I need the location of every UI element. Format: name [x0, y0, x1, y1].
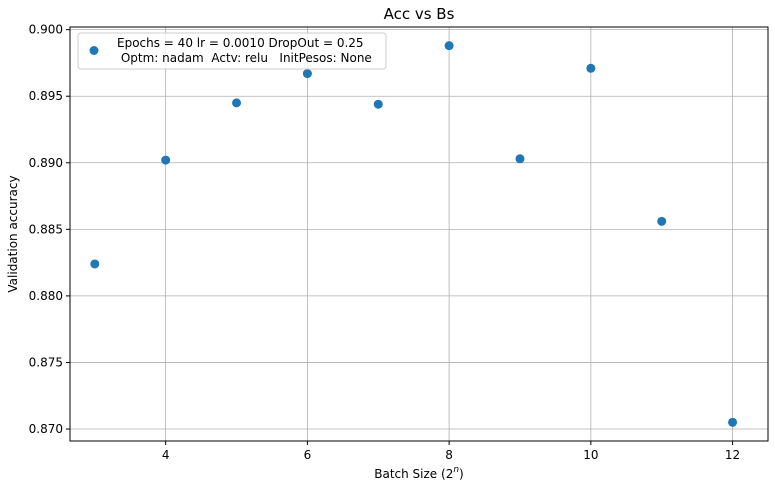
chart-title: Acc vs Bs [384, 5, 455, 23]
data-point [232, 98, 242, 108]
data-point [728, 417, 738, 427]
data-point [373, 99, 383, 109]
y-tick-label: 0.875 [29, 355, 63, 369]
y-tick-label: 0.880 [29, 289, 63, 303]
data-point [302, 69, 312, 79]
y-tick-label: 0.870 [29, 422, 63, 436]
axis-ticks: 4 6 8 10 12 0.870 0.875 0.880 0.885 0.890 0.895 0.9… [29, 23, 741, 462]
plot-frame [69, 26, 769, 442]
data-point [90, 259, 100, 269]
data-point [586, 63, 596, 73]
data-point [444, 41, 454, 51]
data-point [515, 154, 525, 164]
x-axis-label-sup: n [453, 465, 459, 475]
data-point [161, 155, 171, 165]
data-point [657, 216, 667, 226]
legend-box [77, 32, 387, 70]
grid-lines [70, 27, 768, 441]
y-tick-label: 0.895 [29, 89, 63, 103]
legend-label-line-1: Epochs = 40 lr = 0.0010 DropOut = 0.25 [117, 36, 364, 50]
x-tick-label: 4 [162, 448, 170, 462]
y-tick-label: 0.900 [29, 23, 63, 37]
legend: Epochs = 40 lr = 0.0010 DropOut = 0.25 O… [77, 32, 387, 70]
x-tick-label: 8 [445, 448, 453, 462]
x-axis-label: Batch Size (2n) [374, 465, 463, 481]
x-axis-label-suffix: ) [459, 467, 464, 481]
y-tick-label: 0.885 [29, 222, 63, 236]
x-tick-label: 10 [583, 448, 598, 462]
x-axis-label-main: Batch Size (2 [374, 467, 453, 481]
data-points [90, 41, 738, 427]
legend-marker [89, 46, 99, 55]
x-tick-label: 12 [725, 448, 740, 462]
x-tick-label: 6 [304, 448, 312, 462]
legend-label-line-2: Optm: nadam Actv: relu InitPesos: None [117, 51, 372, 65]
y-axis-label: Validation accuracy [6, 175, 20, 292]
y-tick-label: 0.890 [29, 156, 63, 170]
